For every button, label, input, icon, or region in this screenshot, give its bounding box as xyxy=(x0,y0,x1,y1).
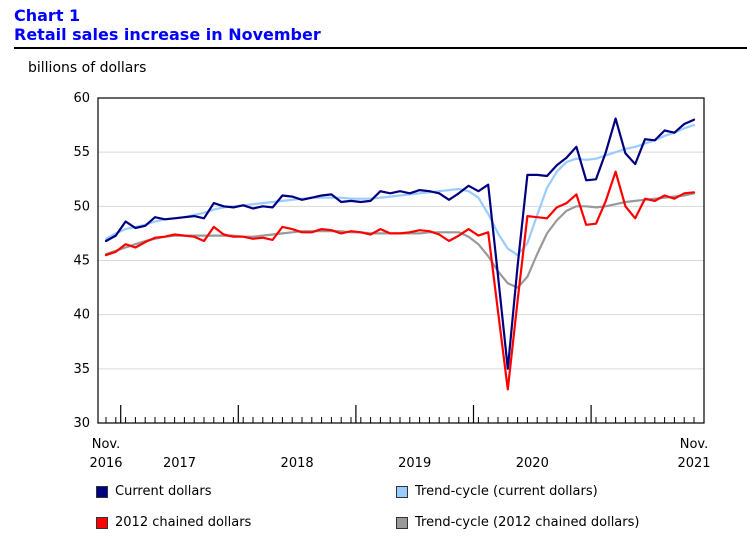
x-label-end-month: Nov. xyxy=(680,437,709,452)
legend-label-chained: 2012 chained dollars xyxy=(115,515,252,530)
y-tick-label: 60 xyxy=(73,91,90,106)
x-axis-ticks xyxy=(105,405,695,423)
legend-label-trend-chained: Trend-cycle (2012 chained dollars) xyxy=(415,515,640,530)
series-line-chained xyxy=(104,170,696,391)
x-label-start-year: 2016 xyxy=(89,456,122,471)
y-tick-label: 45 xyxy=(73,254,90,269)
y-tick-label: 40 xyxy=(73,308,90,323)
x-label-end-year: 2021 xyxy=(677,456,710,471)
gridlines xyxy=(98,151,704,370)
legend-trend-chained: Trend-cycle (2012 chained dollars) xyxy=(396,515,639,530)
legend-trend-current: Trend-cycle (current dollars) xyxy=(396,484,598,499)
chart-number: Chart 1 xyxy=(14,6,81,25)
y-tick-label: 50 xyxy=(73,199,90,214)
plot-frame xyxy=(97,97,705,424)
x-axis-tick-labels: Nov. 2016 Nov. 2021 2017 2018 2019 2020 xyxy=(89,437,710,471)
legend-swatch-trend-chained xyxy=(396,516,408,529)
title-divider xyxy=(14,47,747,49)
legend-swatch-chained xyxy=(96,516,108,529)
legend-chained: 2012 chained dollars xyxy=(96,515,251,530)
y-axis-tick-labels: 30 35 40 45 50 55 60 xyxy=(73,91,90,431)
chart-title: Retail sales increase in November xyxy=(14,25,321,44)
series-line-current xyxy=(104,117,696,370)
x-label-year: 2020 xyxy=(516,456,549,471)
y-tick-label: 30 xyxy=(73,416,90,431)
legend-swatch-current xyxy=(96,485,108,498)
x-label-year: 2017 xyxy=(163,456,196,471)
series-lines xyxy=(104,117,696,391)
series-line-trend_chained xyxy=(104,192,696,289)
legend-swatch-trend-current xyxy=(396,485,408,498)
y-tick-label: 35 xyxy=(73,362,90,377)
x-label-year: 2018 xyxy=(281,456,314,471)
x-label-start-month: Nov. xyxy=(92,437,121,452)
legend-label-trend-current: Trend-cycle (current dollars) xyxy=(415,484,598,499)
legend-label-current: Current dollars xyxy=(115,484,212,499)
series-line-trend_current xyxy=(104,123,696,257)
legend-current: Current dollars xyxy=(96,484,211,499)
y-tick-label: 55 xyxy=(73,145,90,160)
y-axis-unit-label: billions of dollars xyxy=(28,60,147,76)
x-label-year: 2019 xyxy=(398,456,431,471)
